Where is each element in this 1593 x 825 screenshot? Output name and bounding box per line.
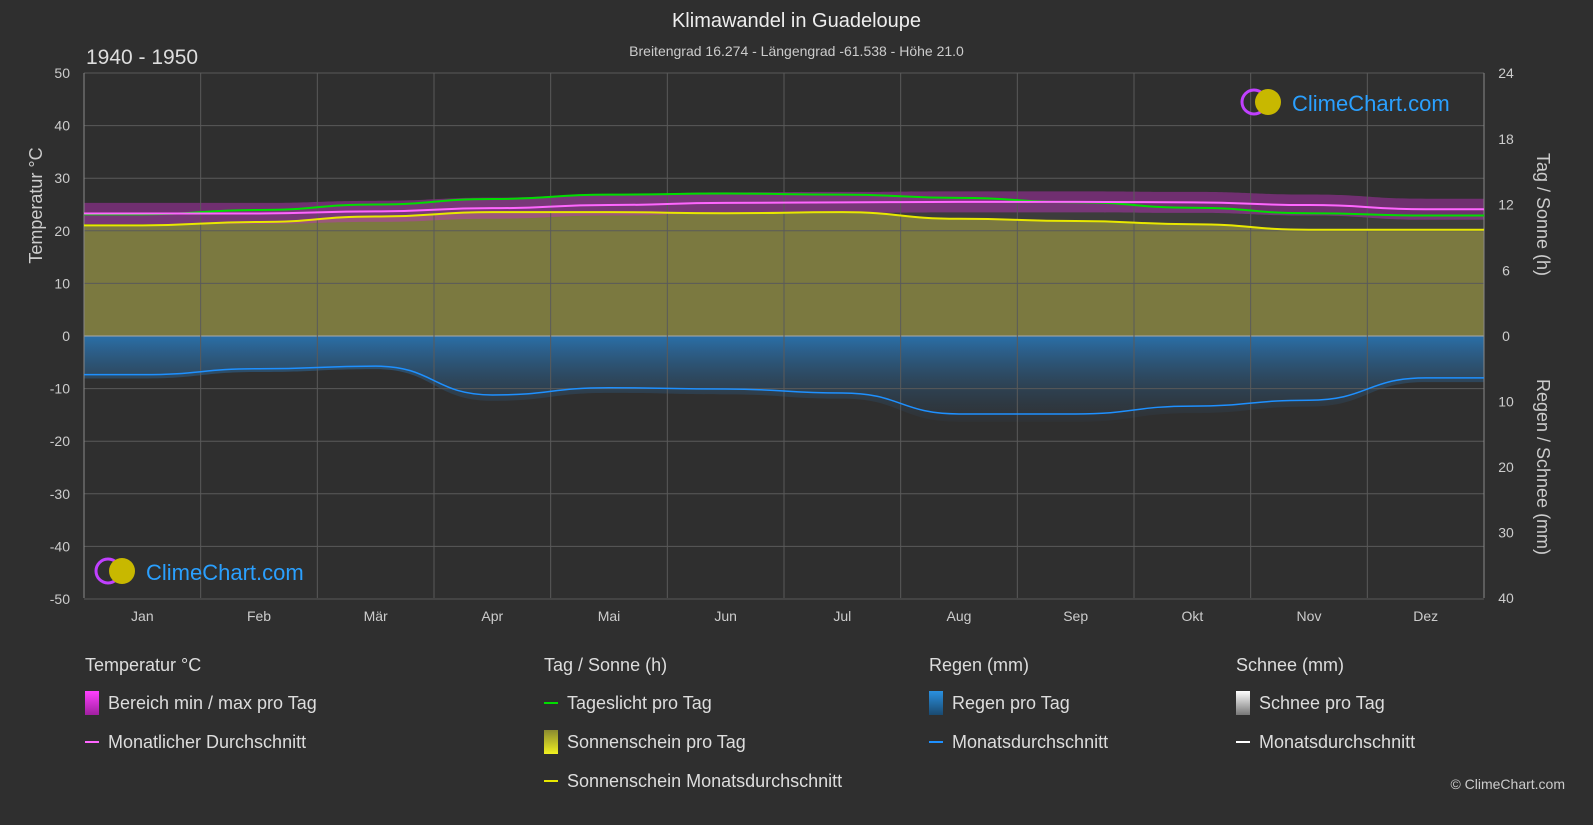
month-label: Apr (481, 608, 503, 624)
series-line (83, 365, 1484, 415)
series-line (84, 211, 1484, 231)
rain-swatch (929, 691, 943, 715)
legend-title-temperature: Temperatur °C (85, 655, 202, 675)
right-bottom-tick-label: 30 (1498, 525, 1514, 541)
left-tick-label: -50 (50, 591, 70, 607)
legend-title-sun: Tag / Sonne (h) (544, 655, 668, 675)
logo-bottom: ClimeChart.com (94, 557, 304, 585)
daylight-swatch (544, 702, 558, 704)
left-tick-label: -20 (50, 433, 70, 449)
legend-item: Regen pro Tag (952, 693, 1070, 713)
left-tick-label: 30 (54, 170, 70, 186)
right-top-tick-label: 0 (1502, 328, 1510, 344)
chart-title: Klimawandel in Guadeloupe (671, 10, 922, 32)
left-tick-label: -10 (50, 381, 70, 397)
month-label: Jan (131, 608, 154, 624)
legend-item: Monatsdurchschnitt (1259, 732, 1416, 752)
legend-item: Monatlicher Durchschnitt (108, 732, 307, 752)
right-bottom-axis-title: Regen / Schnee (mm) (1533, 379, 1553, 555)
snow-avg-swatch (1236, 741, 1250, 743)
right-bottom-tick-label: 20 (1498, 459, 1514, 475)
right-bottom-tick-label: 10 (1498, 394, 1514, 410)
right-top-tick-label: 18 (1498, 131, 1514, 147)
left-tick-label: -40 (50, 538, 70, 554)
legend-item: Sonnenschein pro Tag (567, 732, 746, 752)
right-bottom-tick-label: 40 (1498, 590, 1514, 606)
logo-text: ClimeChart.com (146, 560, 304, 585)
right-top-tick-label: 12 (1498, 197, 1514, 213)
left-tick-label: 20 (54, 223, 70, 239)
left-tick-label: 10 (54, 275, 70, 291)
legend-item: Monatsdurchschnitt (952, 732, 1109, 752)
legend-item: Tageslicht pro Tag (567, 693, 712, 713)
month-label: Sep (1063, 608, 1088, 624)
month-label: Mai (598, 608, 621, 624)
logo-text: ClimeChart.com (1292, 91, 1450, 116)
chart-subtitle: Breitengrad 16.274 - Längengrad -61.538 … (629, 43, 964, 59)
month-label: Dez (1413, 608, 1438, 624)
month-label: Okt (1181, 608, 1203, 624)
sunshine-avg-swatch (544, 780, 558, 782)
rain-avg-swatch (929, 741, 943, 743)
right-top-axis-title: Tag / Sonne (h) (1533, 153, 1553, 276)
logo-sun-icon (109, 558, 135, 584)
series-line (84, 200, 1484, 215)
month-label: Aug (947, 608, 972, 624)
snow-swatch (1236, 691, 1250, 715)
sunshine-swatch (544, 730, 558, 754)
period-label: 1940 - 1950 (86, 46, 199, 69)
copyright: © ClimeChart.com (1450, 776, 1565, 792)
series-line (83, 192, 1484, 217)
month-label: Mär (364, 608, 388, 624)
temp-range-swatch (85, 691, 99, 715)
month-label: Nov (1297, 608, 1322, 624)
left-tick-label: 0 (62, 328, 70, 344)
right-top-tick-label: 6 (1502, 262, 1510, 278)
climate-chart: 50 40 30 20 10 0 -10 -20 -30 -40 -50 24 18 12 6 0 10 20 30… (26, 65, 1553, 624)
logo-top: ClimeChart.com (1240, 88, 1450, 116)
month-label: Feb (247, 608, 271, 624)
legend-item: Schnee pro Tag (1259, 693, 1385, 713)
month-label: Jun (714, 608, 737, 624)
left-axis-title: Temperatur °C (26, 147, 46, 263)
legend-title-rain: Regen (mm) (929, 655, 1030, 675)
temp-avg-swatch (85, 741, 99, 743)
right-top-tick-label: 24 (1498, 65, 1514, 81)
month-label: Jul (833, 608, 851, 624)
legend-item: Sonnenschein Monatsdurchschnitt (567, 771, 843, 791)
legend-item: Bereich min / max pro Tag (108, 693, 317, 713)
logo-sun-icon (1255, 89, 1281, 115)
left-tick-label: -30 (50, 486, 70, 502)
left-tick-label: 50 (54, 65, 70, 81)
left-tick-label: 40 (54, 118, 70, 134)
legend-title-snow: Schnee (mm) (1236, 655, 1345, 675)
